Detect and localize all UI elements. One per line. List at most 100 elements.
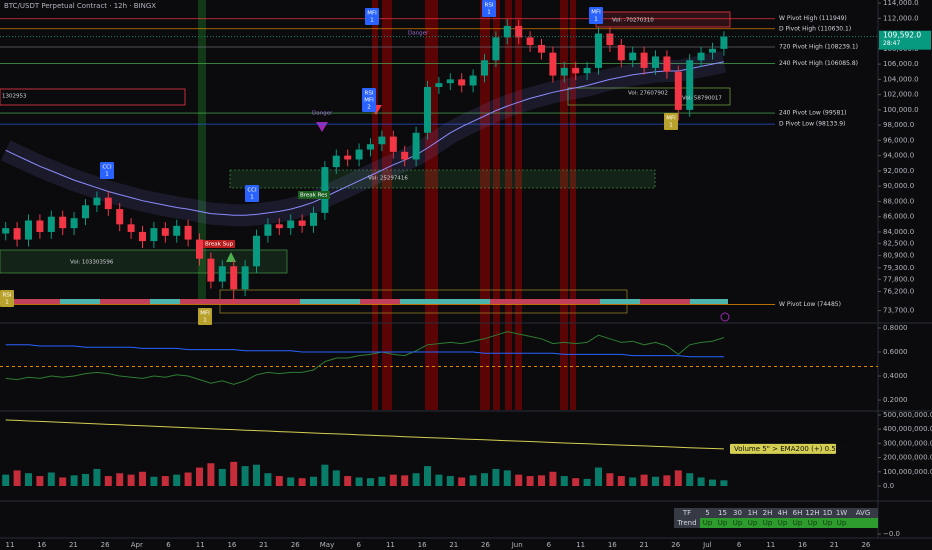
candle-body — [36, 220, 44, 232]
annotation: Break Res — [300, 193, 328, 199]
red-band — [382, 0, 392, 410]
table-header-cell — [790, 508, 805, 518]
y-tick-label: 400,000,000.0 — [883, 425, 932, 433]
red-band — [425, 0, 438, 410]
red-band — [493, 0, 500, 410]
y-tick-label: 104,000.0 — [883, 75, 919, 83]
candle-body — [572, 67, 580, 74]
candle-body — [629, 52, 637, 61]
volume-bar — [150, 476, 158, 486]
candle-body — [275, 224, 283, 229]
volume-bar — [230, 461, 238, 486]
table-cell — [745, 518, 760, 528]
zones — [0, 11, 731, 314]
signal-badge — [589, 7, 603, 24]
candle-body — [367, 144, 374, 150]
volume-bar — [538, 475, 545, 486]
candle-body — [150, 228, 158, 242]
volume-bar — [127, 474, 135, 486]
table-header-cell — [835, 508, 848, 518]
candle-body — [492, 37, 500, 61]
annotation-box — [298, 191, 330, 199]
annotation: Danger — [408, 31, 429, 37]
volume-bar — [241, 466, 249, 486]
y-tick-label: 100,000.0 — [883, 106, 919, 114]
x-tick-label: 21 — [259, 541, 268, 549]
pivot-label: 240 Pivot Low (99581) — [779, 110, 847, 117]
x-tick-label: 26 — [861, 541, 870, 549]
x-tick-label: 16 — [798, 541, 807, 549]
y-tick-label: 86,000.0 — [883, 213, 914, 221]
table-header-cell — [674, 508, 700, 518]
volume-bar — [378, 476, 386, 486]
volume-bar — [253, 464, 260, 486]
volume-bar — [2, 474, 10, 486]
y-tick-label: 0.6000 — [883, 348, 908, 356]
candle-body — [355, 149, 363, 160]
signal-badge — [0, 290, 14, 307]
candle-body — [709, 48, 716, 53]
strip — [0, 299, 728, 304]
signal-strip — [0, 299, 728, 304]
table-header-cell — [715, 508, 730, 518]
volume-bar — [207, 463, 215, 486]
x-tick-label: 26 — [291, 541, 300, 549]
volume-bar — [697, 477, 705, 486]
ema-label-box — [730, 443, 836, 454]
candle-body — [161, 228, 169, 236]
table-cell-label: Up — [837, 519, 847, 527]
y-tick-label: 77,800.0 — [883, 275, 914, 283]
candle-body — [196, 239, 203, 259]
signal-badge-label: RSI — [365, 91, 374, 97]
x-tick-label: 16 — [608, 541, 617, 549]
table-header: 4H — [778, 509, 788, 517]
candle-body — [401, 151, 409, 160]
y-tick-label: 80,900.0 — [883, 252, 914, 260]
signal-badge-label: MFI — [666, 116, 676, 122]
table-cell-label: Up — [703, 519, 713, 527]
y-tick-label: 0.2000 — [883, 396, 908, 404]
x-tick-label: 26 — [101, 541, 110, 549]
y-tick-label: 98,000.0 — [883, 121, 914, 129]
table-header: 12H — [805, 509, 819, 517]
table-cell — [674, 518, 700, 528]
x-tick-label: 16 — [418, 541, 427, 549]
red-band — [570, 0, 576, 410]
volume-bar — [196, 467, 203, 486]
x-tick-label: Jul — [702, 541, 712, 549]
candle-body — [389, 136, 397, 152]
pivot-label: D Pivot Low (98133.9) — [779, 121, 845, 128]
countdown: 28:47 — [883, 40, 900, 47]
red-band — [560, 0, 568, 410]
volume-ema — [5, 419, 724, 450]
annotation: Vol: 103303596 — [70, 260, 114, 266]
pivot-label: W Pivot Low (74485) — [779, 301, 841, 308]
y-tick-label: 79,300.0 — [883, 264, 914, 272]
candle-body — [595, 33, 602, 68]
table-cell — [775, 518, 790, 528]
volume-bar — [674, 470, 682, 486]
x-tick-label: 11 — [386, 541, 395, 549]
annotation: Danger — [312, 111, 333, 117]
volume-bar — [13, 470, 21, 486]
oscillator-line — [5, 331, 725, 385]
green-band — [198, 0, 206, 300]
pivot-label: D Pivot High (110630.1) — [779, 25, 851, 32]
signal-badge-label: RSI — [485, 3, 494, 9]
y-tick-label: 0.4000 — [883, 372, 908, 380]
table-header-cell — [745, 508, 760, 518]
table-cell-label: Up — [808, 519, 818, 527]
signal-badge — [482, 0, 496, 17]
candle-body — [47, 216, 55, 232]
signal-badge-label: 1 — [105, 172, 109, 178]
candle-body — [321, 167, 329, 213]
candle-body — [549, 52, 557, 76]
table-cell-label: Up — [763, 519, 773, 527]
table-header-cell — [760, 508, 775, 518]
volume-bar — [310, 476, 317, 486]
signal-badge — [362, 88, 376, 112]
volume-bar — [139, 471, 146, 486]
table-header-cell — [820, 508, 835, 518]
signal-badge — [365, 8, 379, 25]
volume-bar — [663, 475, 671, 486]
